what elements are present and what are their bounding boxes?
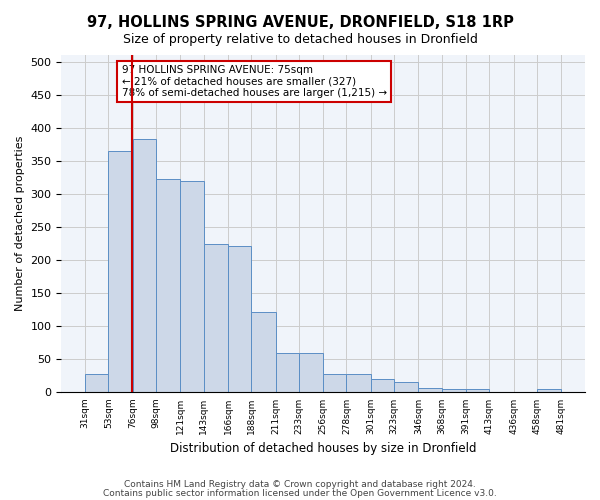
Bar [228, 246, 251, 392]
Bar [371, 379, 394, 392]
Text: Contains public sector information licensed under the Open Government Licence v3: Contains public sector information licen… [103, 488, 497, 498]
Text: Contains HM Land Registry data © Crown copyright and database right 2024.: Contains HM Land Registry data © Crown c… [124, 480, 476, 489]
Y-axis label: Number of detached properties: Number of detached properties [15, 136, 25, 312]
Bar [133, 139, 156, 392]
Bar [418, 388, 442, 392]
Text: 97 HOLLINS SPRING AVENUE: 75sqm
← 21% of detached houses are smaller (327)
78% o: 97 HOLLINS SPRING AVENUE: 75sqm ← 21% of… [122, 65, 387, 98]
Bar [251, 312, 275, 392]
X-axis label: Distribution of detached houses by size in Dronfield: Distribution of detached houses by size … [170, 442, 476, 455]
Bar [323, 374, 346, 392]
Text: 97, HOLLINS SPRING AVENUE, DRONFIELD, S18 1RP: 97, HOLLINS SPRING AVENUE, DRONFIELD, S1… [86, 15, 514, 30]
Bar [203, 244, 228, 392]
Text: Size of property relative to detached houses in Dronfield: Size of property relative to detached ho… [122, 32, 478, 46]
Bar [394, 382, 418, 392]
Bar [109, 151, 133, 392]
Bar [442, 389, 466, 392]
Bar [466, 389, 489, 392]
Bar [156, 178, 181, 392]
Bar [537, 389, 561, 392]
Bar [299, 354, 323, 393]
Bar [85, 374, 109, 392]
Bar [346, 374, 371, 392]
Bar [181, 182, 203, 392]
Bar [275, 354, 299, 393]
